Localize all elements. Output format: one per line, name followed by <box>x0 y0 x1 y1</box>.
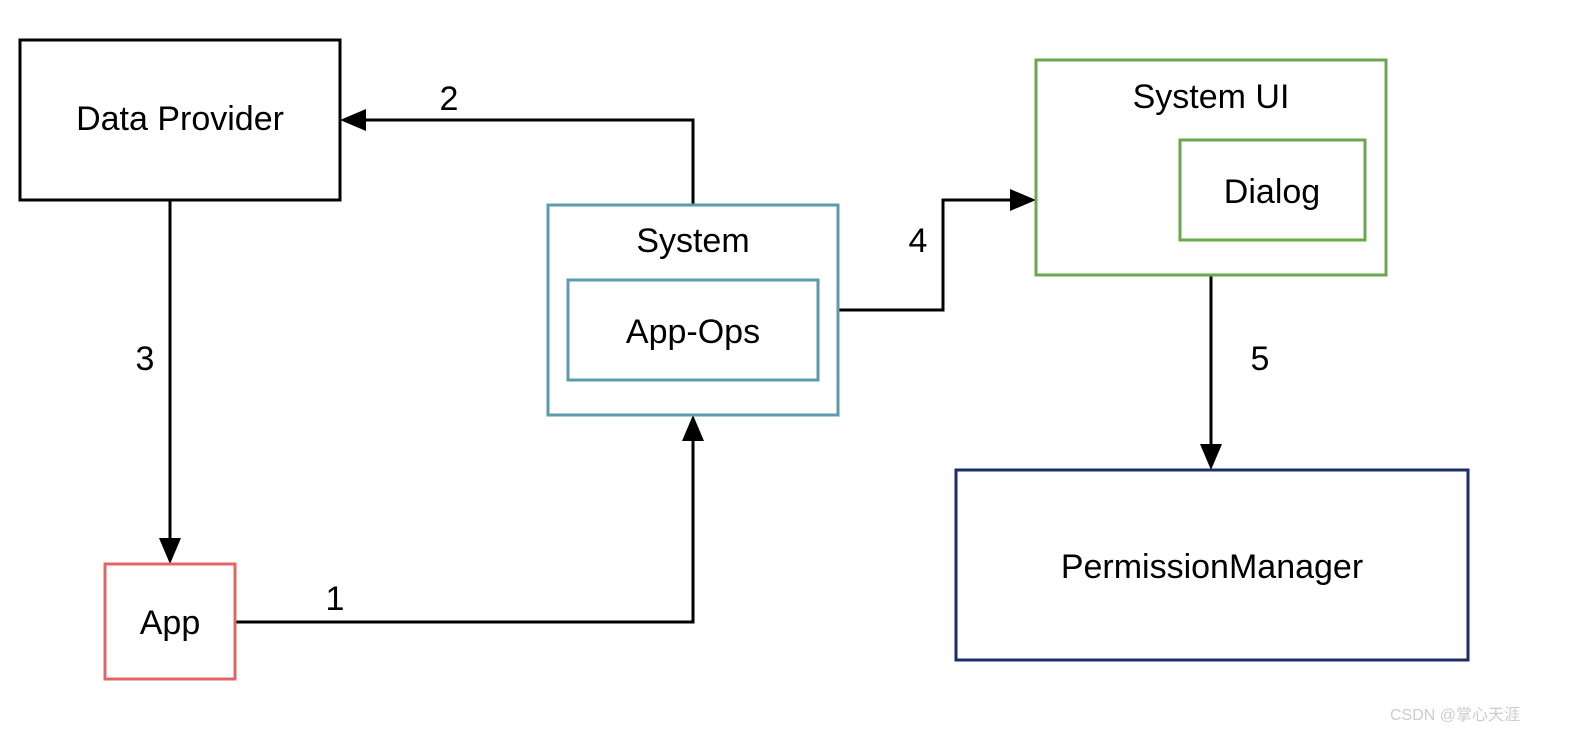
node-label-system-inner: App-Ops <box>626 313 760 351</box>
watermark: CSDN @掌心天涯 <box>1390 706 1520 724</box>
edge-label-e4: 4 <box>909 222 928 260</box>
node-label-system_ui-inner: Dialog <box>1224 173 1320 211</box>
node-label-app: App <box>140 604 201 642</box>
edge-label-e3: 3 <box>136 340 155 378</box>
edge-label-e2: 2 <box>440 80 459 118</box>
edge-label-e1: 1 <box>326 580 345 618</box>
node-label-system_ui: System UI <box>1133 78 1290 116</box>
node-label-data_provider: Data Provider <box>76 100 284 138</box>
node-label-system: System <box>636 222 749 260</box>
node-label-permission_manager: PermissionManager <box>1061 548 1363 586</box>
edge-label-e5: 5 <box>1251 340 1270 378</box>
